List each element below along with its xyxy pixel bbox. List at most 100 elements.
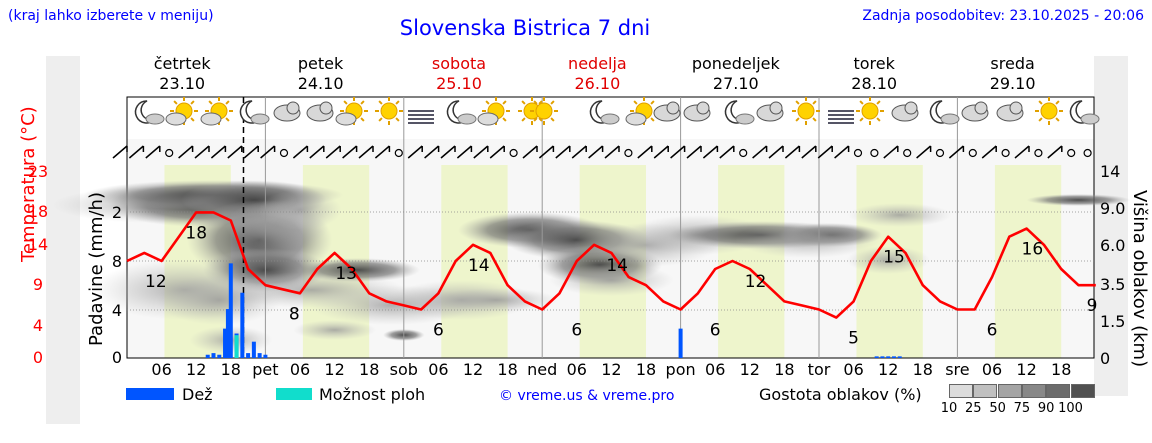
temperature-value-label: 12 — [745, 272, 767, 292]
time-tick-label: 18 — [774, 360, 795, 379]
wind-calm-icon — [1001, 148, 1010, 158]
cloud-shape — [1080, 113, 1100, 125]
storm-bar — [234, 335, 239, 358]
rain-bar — [880, 356, 885, 358]
plot-frame — [126, 96, 1095, 359]
cloud-shape — [600, 113, 620, 125]
temperature-value-label: 12 — [145, 272, 167, 292]
wind-calm-icon — [968, 148, 977, 158]
day-name-label: petek — [297, 54, 344, 73]
cloud-shape — [769, 101, 783, 115]
sun-ray — [485, 100, 490, 105]
density-swatch — [1070, 384, 1095, 398]
cloud-shape — [666, 101, 680, 115]
fog-icon — [828, 110, 854, 124]
sun-ray — [190, 100, 195, 105]
sun-ray — [225, 117, 230, 122]
time-tick-label: 12 — [324, 360, 345, 379]
wind-barb-icon — [145, 145, 161, 159]
wind-barb-icon — [473, 145, 489, 159]
cloud-icon — [653, 101, 681, 122]
sun-icon — [1035, 97, 1063, 125]
cloud-icon — [756, 101, 784, 122]
wind-barb-icon — [194, 145, 210, 159]
sun-cloud-icon — [165, 97, 198, 126]
wind-barb-icon — [604, 145, 620, 159]
wind-calm-icon — [870, 148, 879, 158]
rain-bar — [217, 354, 222, 358]
rain-bar — [897, 356, 902, 358]
cloud-icon — [891, 101, 919, 122]
location-hint: (kraj lahko izberete v meniju) — [8, 8, 214, 24]
moon-icon — [446, 100, 477, 125]
rain-bar — [874, 356, 879, 358]
sun-ray — [378, 117, 383, 122]
rain-legend-swatch — [126, 388, 174, 400]
cloud-icon — [996, 101, 1024, 122]
sun-ray — [812, 100, 817, 105]
daytime-band — [718, 165, 785, 358]
cloud-icon — [961, 101, 989, 122]
cloud-shape — [696, 101, 710, 115]
wind-calm-icon — [853, 148, 863, 158]
wind-barb-icon — [916, 145, 932, 159]
rain-bar — [246, 353, 251, 358]
moon-icon — [1069, 100, 1100, 125]
time-tick-label: sre — [945, 360, 970, 379]
sun-ray — [502, 100, 507, 105]
day-date-label: 25.10 — [436, 74, 482, 93]
wind-barb-icon — [801, 145, 817, 159]
density-level-label: 50 — [989, 401, 1006, 416]
sun-ray — [550, 100, 555, 105]
sun-ray — [538, 100, 543, 105]
time-tick-label: 12 — [1016, 360, 1037, 379]
moon-icon — [134, 100, 165, 125]
cloud-density-patch — [295, 258, 420, 282]
day-name-label: nedelja — [568, 54, 627, 73]
wind-barb-icon — [555, 145, 571, 159]
right-axis-panel — [1094, 56, 1128, 396]
sun-shape — [797, 102, 815, 120]
wind-calm-icon — [509, 148, 518, 158]
sun-ray — [521, 100, 526, 105]
moon-icon — [589, 100, 620, 125]
wind-barb-icon — [834, 145, 850, 159]
wind-barb-icon — [456, 145, 472, 159]
density-swatch — [949, 384, 973, 398]
wind-barb-icon — [260, 145, 276, 159]
cloud-icon — [683, 101, 711, 122]
cloud-shape — [904, 101, 918, 115]
sun-ray — [1055, 100, 1060, 105]
time-tick-label: 06 — [151, 360, 172, 379]
sun-ray — [859, 100, 864, 105]
sun-ray — [795, 100, 800, 105]
sun-ray — [190, 117, 195, 122]
sun-ray — [1055, 117, 1060, 122]
rain-bar — [263, 354, 268, 358]
sun-icon — [792, 97, 820, 125]
cloud-icon — [306, 101, 334, 122]
rain-bar — [240, 292, 245, 358]
sun-ray — [550, 117, 555, 122]
temperature-tick: 0 — [32, 348, 44, 367]
temperature-value-label: 13 — [335, 264, 357, 284]
day-name-label: sreda — [990, 54, 1035, 73]
density-swatch — [997, 384, 1022, 398]
cloud-density-patch — [847, 203, 952, 227]
wind-barb-icon — [489, 145, 505, 159]
cloud-shape — [1009, 101, 1023, 115]
time-tick-label: 18 — [912, 360, 933, 379]
density-level-label: 75 — [1013, 401, 1031, 416]
sun-shape — [1040, 102, 1058, 120]
wind-barb-icon — [768, 145, 784, 159]
sun-ray — [343, 100, 348, 105]
cloud-shape — [165, 112, 187, 126]
time-tick-label: 06 — [566, 360, 587, 379]
wind-barb-icon — [1047, 145, 1063, 159]
wind-calm-icon — [624, 148, 633, 158]
sun-ray — [502, 117, 507, 122]
sun-ray — [650, 117, 655, 122]
wind-barb-icon — [358, 145, 374, 159]
cloud-shape — [200, 112, 222, 126]
